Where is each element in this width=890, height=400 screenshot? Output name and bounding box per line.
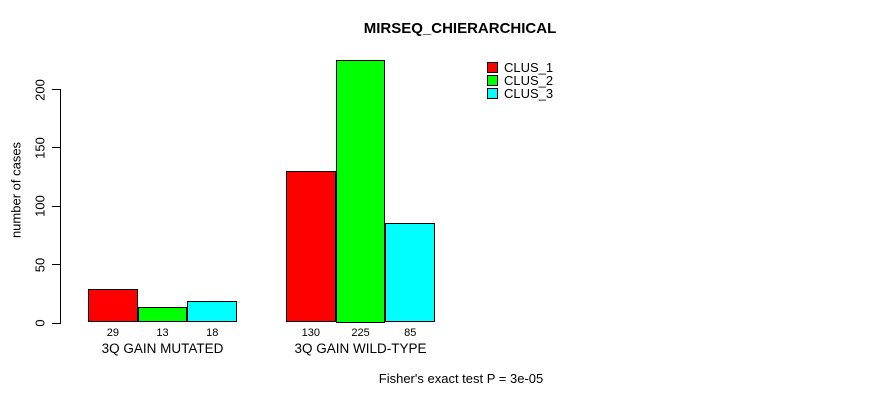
legend-label: CLUS_3 [504,86,554,101]
bar-value-label: 13 [156,327,169,339]
bar-value-label: 225 [351,327,370,339]
y-axis-tick [52,89,60,90]
legend: CLUS_1 CLUS_2 CLUS_3 [487,61,553,100]
legend-item-clus_1: CLUS_1 [487,61,553,74]
y-axis-tick [52,147,60,149]
legend-swatch-icon [487,88,498,99]
fisher-test-note: Fisher's exact test P = 3e-05 [378,371,544,386]
y-axis-tick-label: 0 [32,319,48,327]
y-axis-tick [52,322,60,324]
legend-label: CLUS_2 [504,73,554,88]
bar-clus_2-group1 [137,307,188,323]
legend-swatch-icon [487,75,498,86]
bar-clus_3-group2 [385,223,436,323]
bar-value-label: 130 [301,327,321,339]
x-category-label: 3Q GAIN MUTATED [101,340,224,356]
y-axis-tick-label: 100 [32,195,48,218]
y-axis-tick [52,264,60,266]
y-axis-tick-label: 150 [32,137,48,159]
bar-clus_1-group2 [286,170,336,323]
y-axis-title: number of cases [8,141,24,239]
bar-value-label: 29 [106,327,119,339]
x-category-label: 3Q GAIN WILD-TYPE [294,340,427,356]
legend-item-clus_2: CLUS_2 [487,74,553,87]
bar-value-label: 18 [206,327,219,339]
y-axis-tick-label: 200 [32,78,48,101]
bar-clus_3-group1 [187,301,238,323]
y-axis-line [60,89,61,324]
legend-label: CLUS_1 [504,60,554,75]
bar-clus_2-group2 [335,59,386,323]
chart-title: MIRSEQ_CHIERARCHICAL [363,20,557,37]
y-axis-tick-label: 50 [32,257,48,272]
legend-item-clus_3: CLUS_3 [487,87,553,100]
y-axis-tick [52,205,60,207]
legend-swatch-icon [487,62,498,73]
bar-clus_1-group1 [88,288,138,323]
bar-value-label: 85 [404,327,417,339]
